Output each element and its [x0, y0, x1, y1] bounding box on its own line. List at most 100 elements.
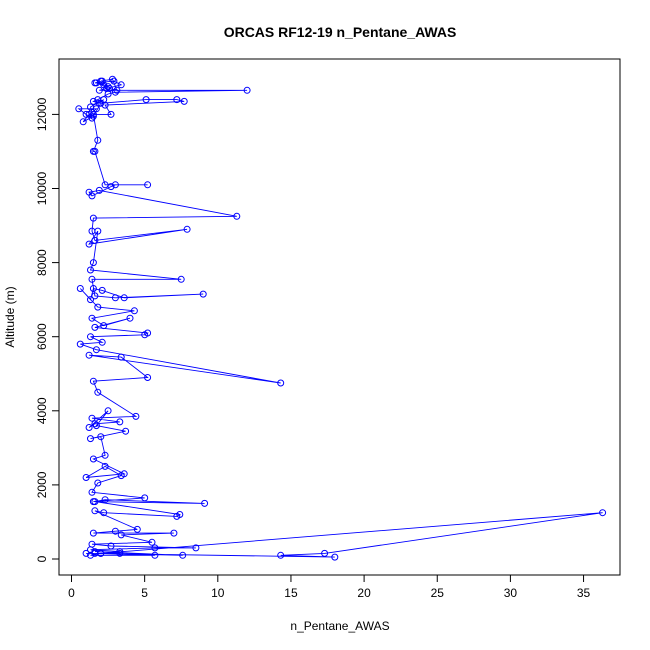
data-point [107, 183, 115, 191]
data-point [111, 294, 119, 302]
data-point [87, 333, 94, 341]
data-point [110, 77, 118, 85]
data-point [141, 331, 149, 339]
data-point [233, 212, 241, 220]
y-tick-label: 2000 [35, 471, 49, 498]
data-point [94, 303, 102, 311]
data-point [201, 499, 209, 507]
data-point [87, 435, 94, 443]
data-point [91, 292, 99, 300]
data-point [109, 75, 116, 83]
data-point [98, 286, 106, 294]
x-tick-label: 5 [141, 586, 148, 600]
data-point [104, 407, 112, 415]
data-point [92, 422, 100, 430]
data-point [100, 509, 108, 517]
y-axis: 0 2000 4000 6000 8000 10000 12000 [35, 97, 60, 562]
data-point [76, 285, 84, 292]
data-point [82, 110, 90, 118]
data-point [87, 296, 94, 304]
data-point [331, 553, 339, 561]
data-point [94, 388, 102, 396]
data-point [173, 512, 181, 520]
data-point [88, 314, 96, 322]
data-point [82, 474, 90, 481]
data-point [100, 322, 108, 330]
y-tick-label: 6000 [35, 323, 49, 350]
data-point [151, 551, 159, 559]
data-point [179, 551, 187, 559]
data-point [192, 544, 200, 552]
data-point [107, 110, 115, 118]
data-point [151, 544, 159, 552]
data-point [91, 147, 99, 155]
data-point [97, 433, 105, 441]
data-point [101, 496, 109, 504]
data-point [91, 79, 99, 87]
data-point [111, 527, 119, 535]
data-point [97, 99, 105, 107]
data-point [89, 259, 97, 267]
data-point [101, 462, 109, 470]
data-point [79, 118, 87, 126]
data-point [113, 86, 121, 94]
data-point [92, 105, 100, 113]
data-point [91, 236, 99, 244]
data-point [141, 494, 149, 502]
data-point [117, 531, 125, 539]
data-point [120, 294, 128, 302]
data-point [111, 181, 119, 189]
data-point [85, 424, 93, 431]
data-point [94, 227, 102, 235]
data-point [82, 549, 90, 557]
data-point [91, 323, 99, 331]
data-point [116, 549, 124, 557]
data-point [132, 412, 140, 420]
data-point [599, 509, 607, 517]
data-point [91, 498, 99, 506]
data-point [117, 81, 125, 89]
data-point [92, 346, 100, 354]
data-point [89, 112, 97, 120]
data-point [85, 240, 93, 248]
data-point [321, 549, 329, 557]
data-point [107, 542, 115, 550]
y-tick-label: 12000 [35, 97, 49, 131]
data-point [88, 275, 96, 283]
data-point [126, 314, 134, 322]
x-tick-label: 10 [211, 586, 225, 600]
data-point [122, 427, 130, 435]
data-point [89, 529, 97, 537]
data-point [89, 455, 97, 463]
y-tick-label: 8000 [35, 249, 49, 276]
data-point [98, 77, 106, 85]
x-tick-label: 20 [357, 586, 371, 600]
data-point [85, 188, 93, 196]
data-point [144, 181, 152, 189]
y-tick-label: 10000 [35, 171, 49, 205]
data-point [89, 110, 97, 118]
data-point [170, 529, 178, 537]
data-point [117, 353, 125, 361]
data-point [180, 97, 188, 105]
data-point [144, 374, 152, 381]
data-point [94, 136, 102, 144]
x-tick-label: 35 [577, 586, 591, 600]
data-point [76, 340, 84, 348]
data-point [243, 86, 251, 94]
data-point [95, 186, 103, 194]
x-tick-label: 0 [68, 586, 75, 600]
data-point [104, 90, 112, 98]
data-point [183, 225, 191, 233]
data-point [89, 285, 97, 292]
data-point [104, 83, 112, 91]
data-point [94, 479, 102, 487]
data-point [87, 551, 94, 559]
data-point [101, 451, 109, 459]
chart-title: ORCAS RF12-19 n_Pentane_AWAS [224, 24, 457, 40]
series-line [77, 78, 603, 558]
data-point [91, 507, 99, 515]
x-axis-label: n_Pentane_AWAS [290, 619, 389, 633]
data-point [277, 379, 285, 387]
